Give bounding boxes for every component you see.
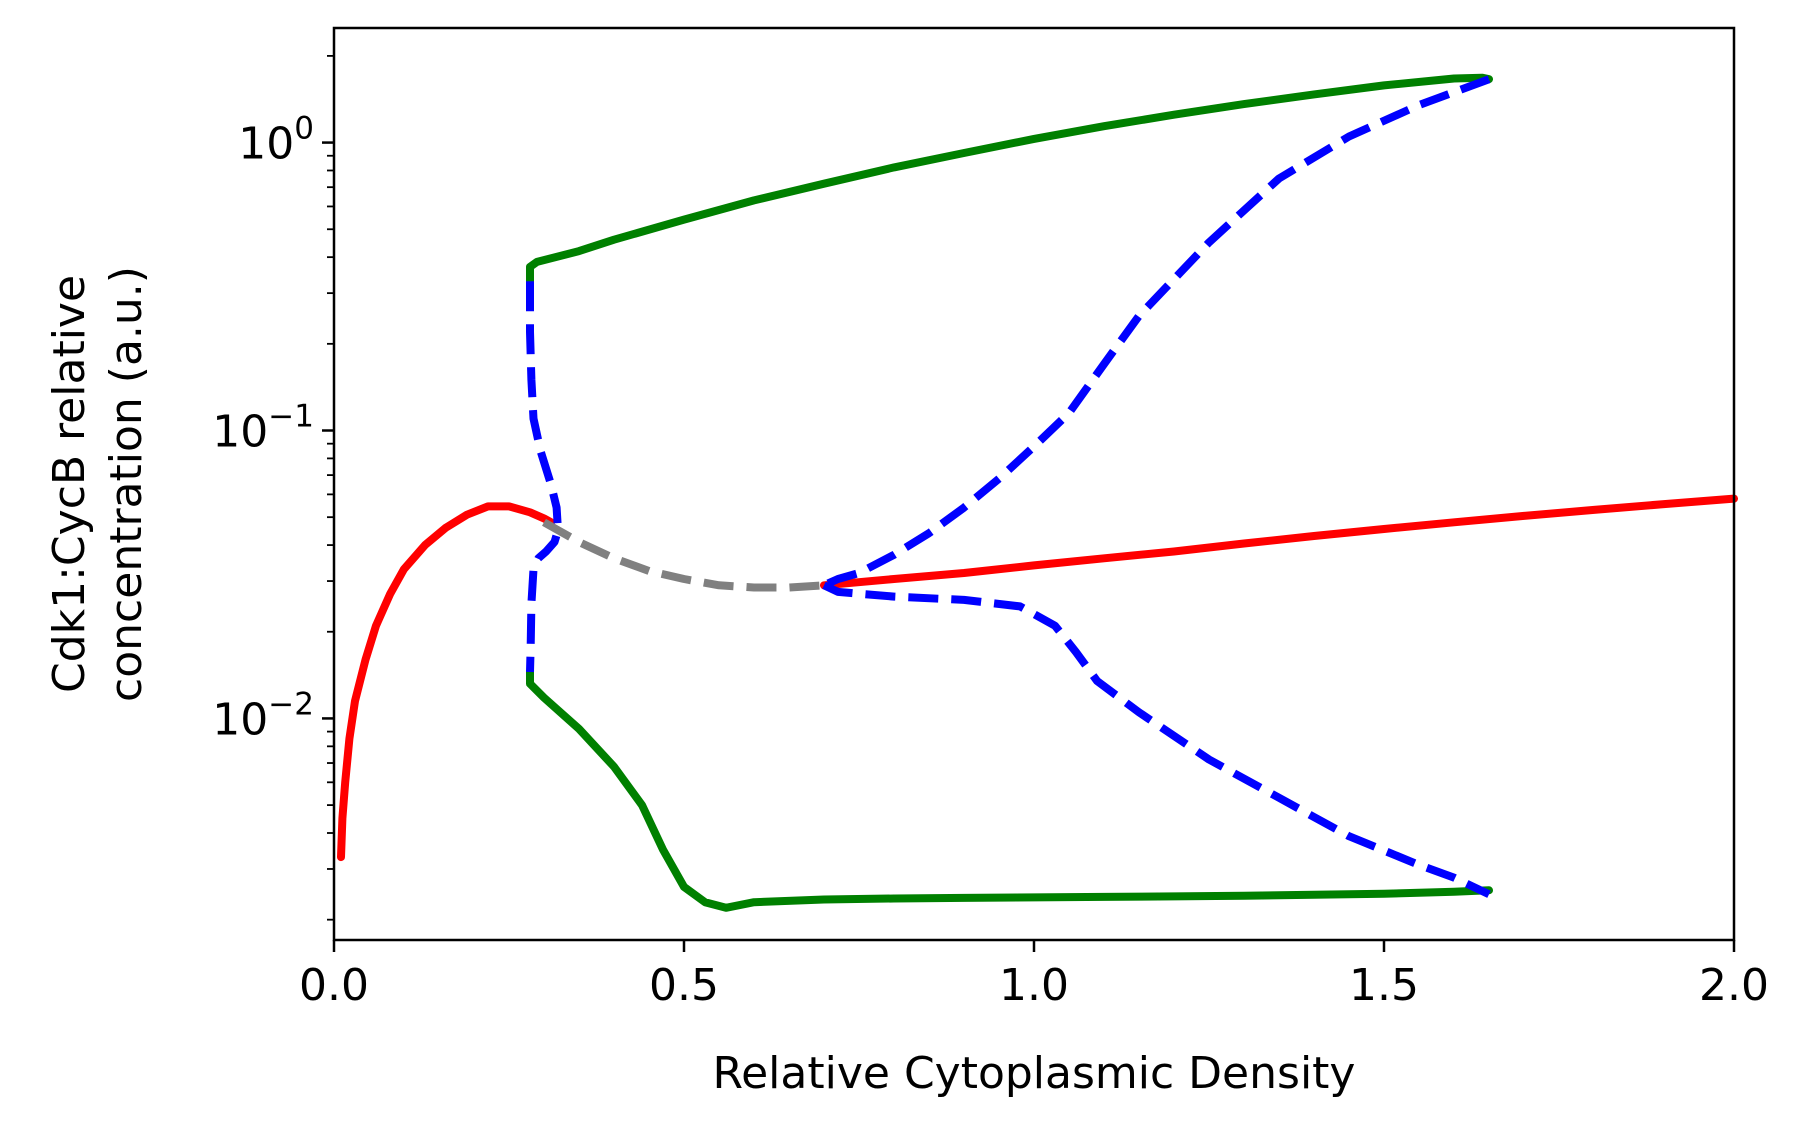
series-line-stable-steady-state-high xyxy=(820,494,1738,590)
x-tick-label: 1.5 xyxy=(1349,960,1419,1011)
y-axis-label-line-2: concentration (a.u.) xyxy=(101,266,152,702)
plot-layer xyxy=(337,73,1738,912)
series-line-unstable-steady-state xyxy=(542,518,825,592)
y-tick-label: 10−1 xyxy=(212,399,314,458)
x-tick-label: 2.0 xyxy=(1699,960,1769,1011)
x-tick-label: 0.5 xyxy=(649,960,719,1011)
plot-frame xyxy=(332,26,1736,942)
y-axis-label: Cdk1:CycB relative concentration (a.u.) xyxy=(44,266,152,702)
y-tick-label: 10−2 xyxy=(212,686,314,745)
y-tick-label: 100 xyxy=(238,111,314,170)
series-line-stable-steady-state-low xyxy=(337,502,555,862)
y-axis: 100 10−1 10−2 xyxy=(212,55,334,921)
y-axis-label-line-1: Cdk1:CycB relative xyxy=(44,275,95,693)
series-line-unstable-limit-cycle-min xyxy=(822,581,1491,898)
series-line-stable-limit-cycle-min xyxy=(526,668,1493,912)
series-line-stable-limit-cycle-max xyxy=(526,73,1493,298)
series-line-unstable-limit-cycle-fold xyxy=(526,281,562,673)
x-tick-label: 1.0 xyxy=(999,960,1069,1011)
x-tick-label: 0.0 xyxy=(299,960,369,1011)
x-axis: 0.0 0.5 1.0 1.5 2.0 xyxy=(299,940,1769,1011)
series-line-unstable-limit-cycle-max xyxy=(822,75,1491,589)
x-axis-label: Relative Cytoplasmic Density xyxy=(713,1048,1356,1099)
